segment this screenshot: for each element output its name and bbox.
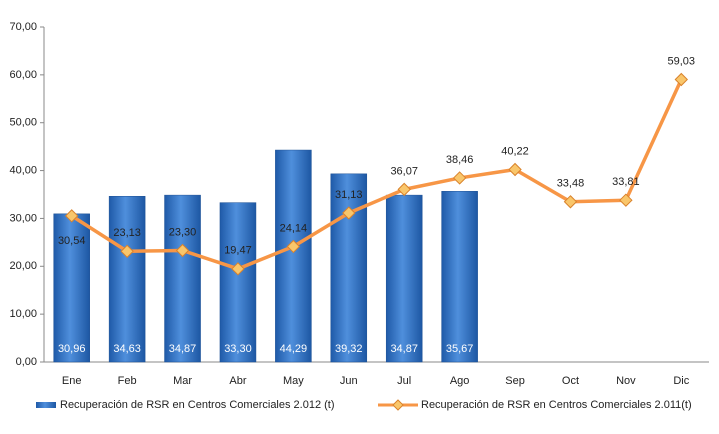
bar <box>108 196 146 363</box>
point-label: 33,48 <box>557 178 585 190</box>
x-tick-label: Abr <box>229 375 246 387</box>
y-tick-label: 10,00 <box>9 308 37 320</box>
point-label: 30,54 <box>58 235 86 247</box>
bar-label: 39,32 <box>335 343 363 355</box>
x-tick-label: Feb <box>118 375 137 387</box>
x-tick-label: Sep <box>505 375 525 387</box>
marker <box>563 195 578 209</box>
line <box>70 78 683 271</box>
bar <box>441 191 478 363</box>
marker <box>286 239 301 254</box>
bar-label: 33,30 <box>224 343 252 355</box>
x-tick-label: Ene <box>62 375 82 387</box>
bar-label: 34,87 <box>390 343 418 355</box>
point-label: 36,07 <box>390 165 418 177</box>
marker <box>619 193 633 207</box>
marker <box>397 182 411 197</box>
y-tick-label: 30,00 <box>9 212 37 224</box>
x-tick-label: Ago <box>450 375 470 387</box>
x-tick-label: Oct <box>562 375 579 387</box>
bar-label: 35,67 <box>446 343 474 355</box>
x-tick-label: Nov <box>616 375 636 387</box>
y-tick-label: 0,00 <box>16 356 37 368</box>
y-tick-label: 40,00 <box>9 164 37 176</box>
marker <box>231 262 245 276</box>
x-tick-label: Mar <box>173 375 192 387</box>
x-tick-label: Jun <box>340 375 358 387</box>
marker <box>452 171 467 185</box>
point-label: 59,03 <box>668 55 696 67</box>
marker <box>674 72 688 87</box>
y-tick-label: 60,00 <box>9 69 37 81</box>
legend-swatch <box>36 402 56 408</box>
marker <box>65 209 79 223</box>
bar-label: 34,87 <box>169 343 197 355</box>
x-tick-label: Jul <box>397 375 411 387</box>
point-label: 19,47 <box>224 245 252 257</box>
marker <box>508 162 522 177</box>
marker <box>120 244 134 259</box>
point-label: 31,13 <box>335 189 363 201</box>
y-tick-label: 50,00 <box>9 117 37 129</box>
x-tick-label: Dic <box>673 375 689 387</box>
bar <box>219 202 257 363</box>
marker <box>175 243 190 258</box>
point-label: 38,46 <box>446 154 474 166</box>
bar-label: 30,96 <box>58 343 86 355</box>
legend-label: Recuperación de RSR en Centros Comercial… <box>60 399 335 411</box>
point-label: 33,81 <box>612 176 640 188</box>
bar <box>164 194 201 363</box>
bar <box>330 173 368 363</box>
point-label: 23,30 <box>169 226 197 238</box>
bar-label: 34,63 <box>113 343 141 355</box>
point-label: 23,13 <box>113 227 141 239</box>
bar <box>275 149 312 363</box>
x-tick-label: May <box>283 375 304 387</box>
legend-label: Recuperación de RSR en Centros Comercial… <box>421 399 692 411</box>
bar <box>385 194 423 363</box>
legend-marker <box>392 399 404 411</box>
y-tick-label: 20,00 <box>9 260 37 272</box>
marker <box>342 206 356 220</box>
point-label: 40,22 <box>501 145 529 157</box>
y-tick-label: 70,00 <box>9 21 37 33</box>
point-label: 24,14 <box>280 222 308 234</box>
bar-label: 44,29 <box>280 343 308 355</box>
